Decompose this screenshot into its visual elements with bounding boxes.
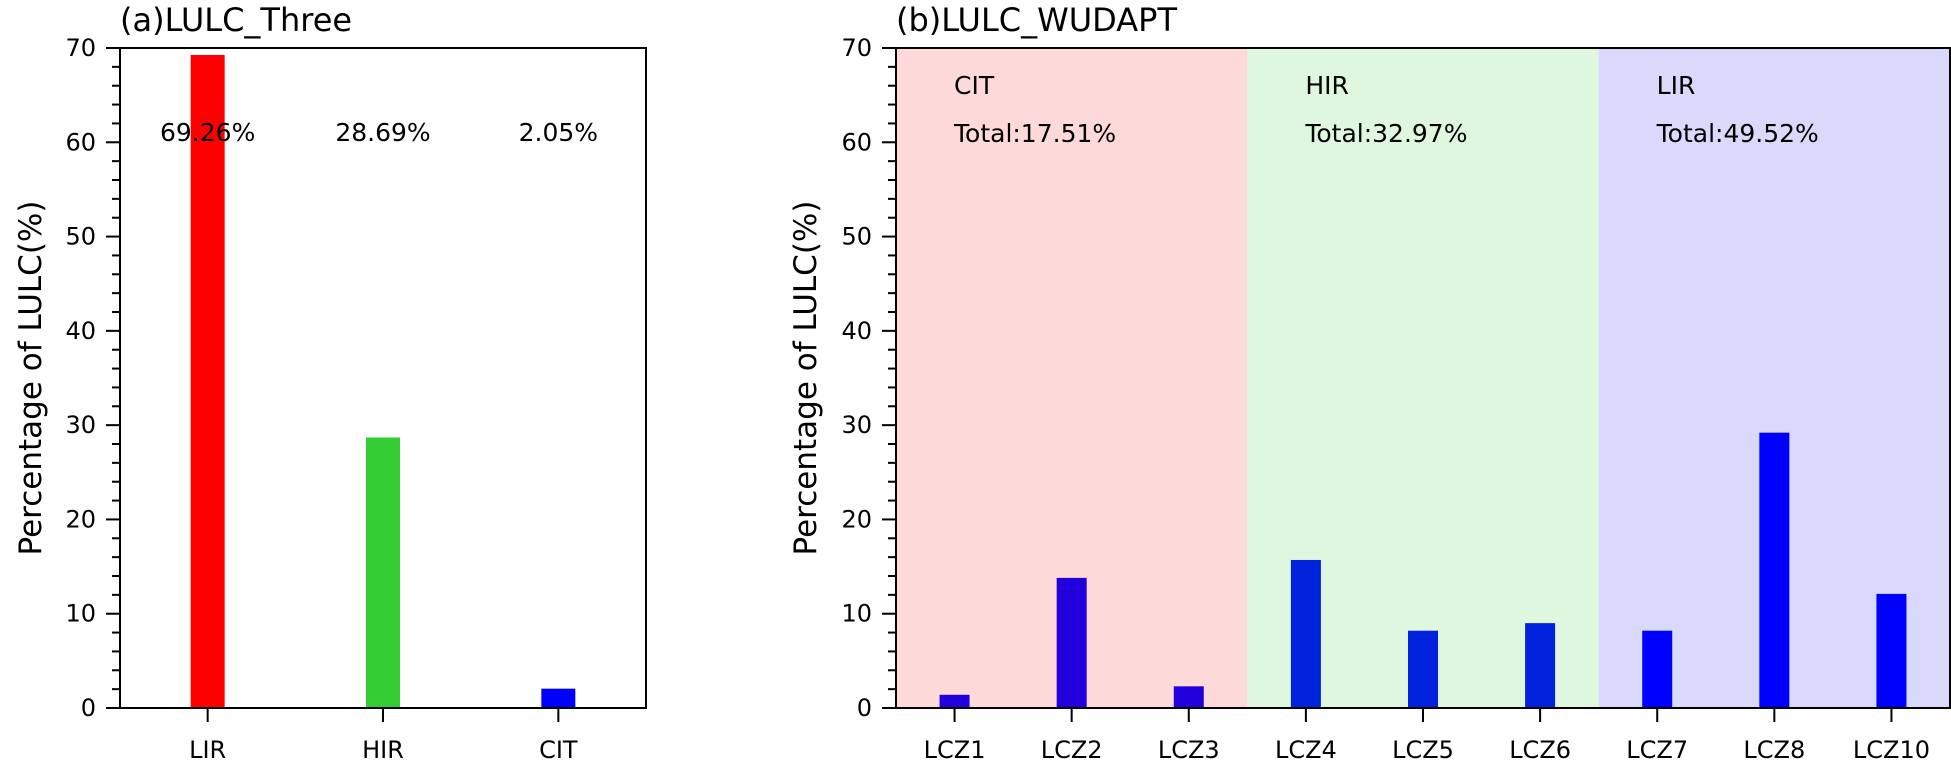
chart-title: (b)LULC_WUDAPT xyxy=(896,1,1177,39)
bar-data-label: 69.26% xyxy=(160,118,255,147)
x-tick-label: LCZ5 xyxy=(1392,736,1454,764)
x-tick-label: LCZ1 xyxy=(924,736,986,764)
bar-lcz7 xyxy=(1642,630,1673,708)
group-name-label: HIR xyxy=(1305,71,1349,100)
y-tick-label: 0 xyxy=(857,694,872,722)
group-total-label: Total:49.52% xyxy=(1656,119,1819,148)
bar-lir xyxy=(190,54,225,708)
x-tick-label: HIR xyxy=(362,736,404,764)
y-axis-label: Percentage of LULC(%) xyxy=(788,201,824,556)
bar-hir xyxy=(366,437,400,708)
y-tick-label: 60 xyxy=(841,128,872,156)
bar-data-label: 28.69% xyxy=(335,118,430,147)
x-tick-label: LCZ2 xyxy=(1041,736,1103,764)
y-tick-label: 10 xyxy=(65,600,96,628)
x-tick-label: LCZ4 xyxy=(1275,736,1337,764)
y-tick-label: 70 xyxy=(65,34,96,62)
group-total-label: Total:17.51% xyxy=(953,119,1116,148)
bar-cit xyxy=(541,688,576,708)
y-tick-label: 40 xyxy=(841,317,872,345)
x-tick-label: LCZ6 xyxy=(1509,736,1571,764)
x-tick-label: LCZ10 xyxy=(1853,736,1930,764)
group-name-label: CIT xyxy=(954,71,995,100)
bar-lcz4 xyxy=(1290,559,1321,708)
y-tick-label: 50 xyxy=(841,223,872,251)
panel-a-lulc-three: 69.26% 28.69% 2.05% 0 10 20 30 40 50 60 70 LIR HIR CI… xyxy=(13,1,647,764)
bar-lcz10 xyxy=(1876,593,1907,708)
x-tick-label: LCZ3 xyxy=(1158,736,1220,764)
x-tick-label: LIR xyxy=(189,736,226,764)
bar-lcz8 xyxy=(1759,432,1790,708)
y-tick-label: 30 xyxy=(841,411,872,439)
y-tick-label: 40 xyxy=(65,317,96,345)
y-tick-label: 60 xyxy=(65,128,96,156)
y-tick-label: 70 xyxy=(841,34,872,62)
y-tick-label: 10 xyxy=(841,600,872,628)
y-axis-label: Percentage of LULC(%) xyxy=(13,201,49,556)
panel-b-lulc-wudapt: CIT Total:17.51% HIR Total:32.97% LIR Total:4… xyxy=(788,1,1951,764)
group-name-label: LIR xyxy=(1657,71,1696,100)
y-tick-label: 0 xyxy=(81,694,96,722)
y-tick-label: 20 xyxy=(65,505,96,533)
bar-lcz6 xyxy=(1525,623,1556,708)
bar-lcz1 xyxy=(939,694,970,708)
y-tick-label: 50 xyxy=(65,223,96,251)
x-tick-label: LCZ7 xyxy=(1626,736,1688,764)
group-total-label: Total:32.97% xyxy=(1304,119,1467,148)
y-tick-label: 30 xyxy=(65,411,96,439)
x-tick-label: CIT xyxy=(539,736,578,764)
x-tick-label: LCZ8 xyxy=(1743,736,1805,764)
bar-lcz3 xyxy=(1173,686,1204,708)
chart-title: (a)LULC_Three xyxy=(120,1,352,39)
bar-data-label: 2.05% xyxy=(519,118,598,147)
bar-lcz5 xyxy=(1408,630,1438,708)
y-tick-label: 20 xyxy=(841,505,872,533)
bar-lcz2 xyxy=(1056,577,1087,708)
